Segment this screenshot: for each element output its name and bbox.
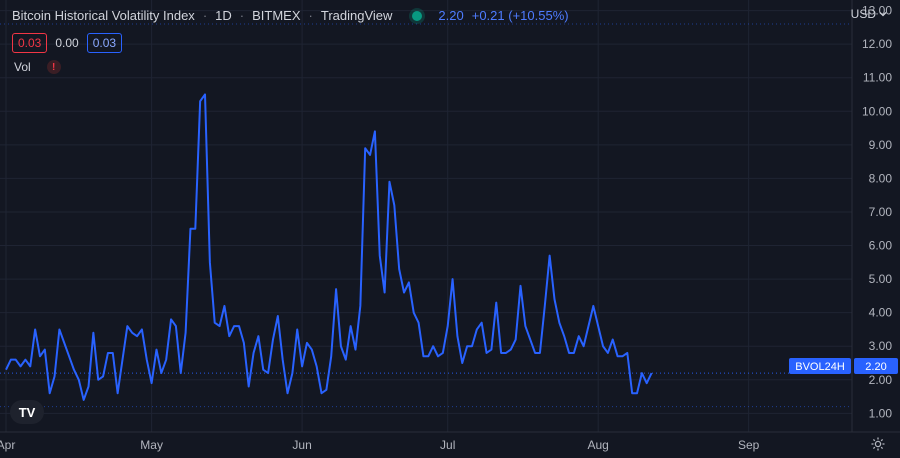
price-axis[interactable]: 1.00 2.00 3.00 4.00 5.00 6.00 7.00 8.00 9.00 10.0… xyxy=(862,4,892,421)
y-tick-label: 7.00 xyxy=(869,205,893,219)
volume-legend: Vol ! xyxy=(14,60,61,74)
reference-lines xyxy=(0,23,852,408)
y-tick-label: 9.00 xyxy=(869,138,893,152)
horizontal-gridlines xyxy=(0,10,852,414)
value-box-red: 0.03 xyxy=(12,33,48,53)
y-tick-label: 3.00 xyxy=(869,339,893,353)
y-tick-label: 12.00 xyxy=(862,37,892,51)
currency-selector[interactable]: USD xyxy=(851,7,888,21)
indicator-values-row: 0.03 0.00 0.03 xyxy=(12,33,123,53)
value-middle: 0.00 xyxy=(55,36,79,50)
price-tag-name-box xyxy=(789,358,851,374)
separator-dot: · xyxy=(308,8,313,23)
chart-legend-header: Bitcoin Historical Volatility Index · 1D… xyxy=(12,8,569,23)
volume-label[interactable]: Vol xyxy=(14,60,31,74)
x-tick-label: Jul xyxy=(440,438,455,452)
y-tick-label: 5.00 xyxy=(869,272,893,286)
y-tick-label: 11.00 xyxy=(863,71,892,85)
provider-label: TradingView xyxy=(320,8,393,23)
time-axis[interactable]: Apr May Jun Jul Aug Sep xyxy=(0,438,760,452)
separator-dot: · xyxy=(202,8,208,23)
x-tick-label: Aug xyxy=(588,438,609,452)
y-tick-label: 8.00 xyxy=(869,171,893,185)
warning-icon[interactable]: ! xyxy=(46,60,61,74)
price-tag-value-box xyxy=(854,358,898,374)
series-line xyxy=(5,93,653,401)
y-tick-label: 1.00 xyxy=(869,406,893,420)
y-tick-label: 10.00 xyxy=(862,104,892,118)
price-tag-name: BVOL24H xyxy=(795,361,845,373)
symbol-title[interactable]: Bitcoin Historical Volatility Index xyxy=(12,8,195,23)
logo-text: TV xyxy=(18,404,36,420)
last-value: 2.20 xyxy=(438,8,464,23)
market-status-icon xyxy=(412,10,423,21)
last-price-tag: BVOL24H 2.20 xyxy=(789,358,898,374)
vertical-gridlines xyxy=(5,0,750,432)
tradingview-logo[interactable]: TV xyxy=(10,400,44,424)
interval-label[interactable]: 1D xyxy=(215,8,232,23)
x-tick-label: Apr xyxy=(0,438,15,452)
value-box-blue: 0.03 xyxy=(86,33,123,53)
y-tick-label: 6.00 xyxy=(869,239,893,253)
currency-label: USD xyxy=(850,7,876,21)
x-tick-label: May xyxy=(140,438,163,452)
exchange-label: BITMEX xyxy=(252,8,301,23)
y-tick-label: 4.00 xyxy=(869,306,893,320)
separator-dot: · xyxy=(239,8,245,23)
chevron-down-icon xyxy=(879,12,887,17)
x-tick-label: Jun xyxy=(292,438,311,452)
x-tick-label: Sep xyxy=(738,438,760,452)
price-tag-value: 2.20 xyxy=(865,361,886,373)
volatility-series xyxy=(5,93,653,401)
change-value: +0.21 (+10.55%) xyxy=(471,8,569,23)
y-tick-label: 2.00 xyxy=(869,373,893,387)
gear-icon[interactable] xyxy=(870,436,886,452)
